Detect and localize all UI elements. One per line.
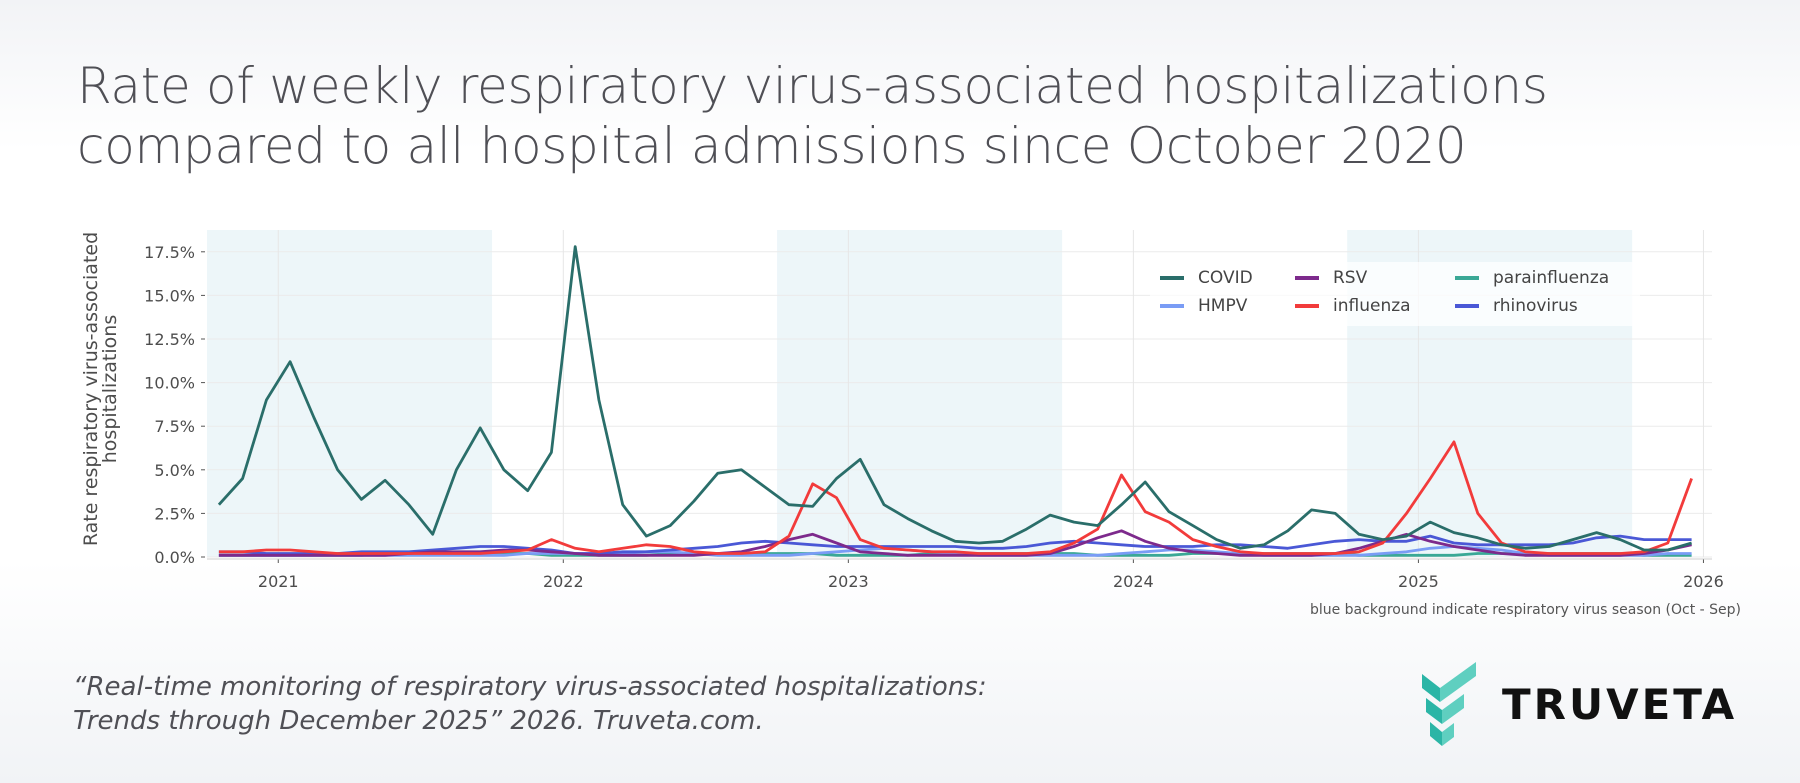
legend-swatch bbox=[1160, 276, 1184, 280]
citation: “Real-time monitoring of respiratory vir… bbox=[73, 670, 987, 738]
y-tick-label: 5.0% bbox=[154, 461, 195, 480]
y-tick-label: 0.0% bbox=[154, 548, 195, 567]
legend-item-rhinovirus[interactable]: rhinovirus bbox=[1455, 296, 1578, 316]
y-tick-label: 17.5% bbox=[144, 243, 195, 262]
legend-label: HMPV bbox=[1198, 296, 1248, 316]
series-line-rsv bbox=[218, 529, 1692, 557]
y-tick-label: 2.5% bbox=[154, 504, 195, 523]
legend-swatch bbox=[1455, 276, 1479, 280]
legend-item-covid[interactable]: COVID bbox=[1160, 268, 1253, 288]
x-tick-label: 2023 bbox=[828, 572, 869, 591]
y-tick-label: 15.0% bbox=[144, 286, 195, 305]
y-tick-label: 10.0% bbox=[144, 374, 195, 393]
legend-swatch bbox=[1160, 304, 1184, 308]
legend-label: parainfluenza bbox=[1493, 268, 1610, 288]
legend-item-hmpv[interactable]: HMPV bbox=[1160, 296, 1247, 316]
x-tick-label: 2024 bbox=[1113, 572, 1154, 591]
season-band bbox=[777, 230, 1063, 557]
y-tick-label: 12.5% bbox=[144, 330, 195, 349]
legend-swatch bbox=[1295, 304, 1319, 308]
citation-line: Trends through December 2025” 2026. Truv… bbox=[73, 706, 764, 736]
x-tick-label: 2026 bbox=[1683, 572, 1724, 591]
x-tick-label: 2022 bbox=[543, 572, 584, 591]
y-tick-label: 7.5% bbox=[154, 417, 195, 436]
series-line-hmpv bbox=[218, 545, 1692, 557]
series-line-influenza bbox=[218, 440, 1693, 555]
legend: COVID HMPV RSV influenza parainfluenza r… bbox=[1150, 262, 1640, 326]
legend-swatch bbox=[1455, 304, 1479, 308]
season-band bbox=[207, 230, 493, 557]
footnote: blue background indicate respiratory vir… bbox=[1309, 602, 1741, 618]
axis-ticks: 0.0% 2.5% 5.0% 7.5% 10.0% 12.5% 15.0% 17.5% 2021… bbox=[144, 243, 1724, 591]
legend-swatch bbox=[1295, 276, 1319, 280]
legend-item-influenza[interactable]: influenza bbox=[1295, 296, 1411, 316]
series-line-rhinovirus bbox=[218, 534, 1692, 555]
legend-item-rsv[interactable]: RSV bbox=[1295, 268, 1367, 288]
series-lines bbox=[217, 245, 1693, 557]
legend-item-parainfluenza[interactable]: parainfluenza bbox=[1455, 268, 1609, 288]
legend-label: rhinovirus bbox=[1493, 296, 1578, 316]
legend-label: RSV bbox=[1333, 268, 1368, 288]
legend-label: influenza bbox=[1333, 296, 1411, 316]
series-line-covid bbox=[217, 245, 1692, 552]
x-tick-label: 2021 bbox=[258, 572, 299, 591]
legend-label: COVID bbox=[1198, 268, 1253, 288]
x-tick-label: 2025 bbox=[1398, 572, 1439, 591]
y-axis-label: Rate respiratory virus-associated hospit… bbox=[80, 231, 121, 547]
chart-title: Rate of weekly respiratory virus-associa… bbox=[77, 57, 1548, 175]
truveta-logo[interactable]: TRUVETA bbox=[1418, 660, 1737, 748]
truveta-logo-mark-icon bbox=[1422, 662, 1476, 746]
citation-line: “Real-time monitoring of respiratory vir… bbox=[73, 672, 987, 702]
logo-wordmark: TRUVETA bbox=[1502, 679, 1738, 729]
